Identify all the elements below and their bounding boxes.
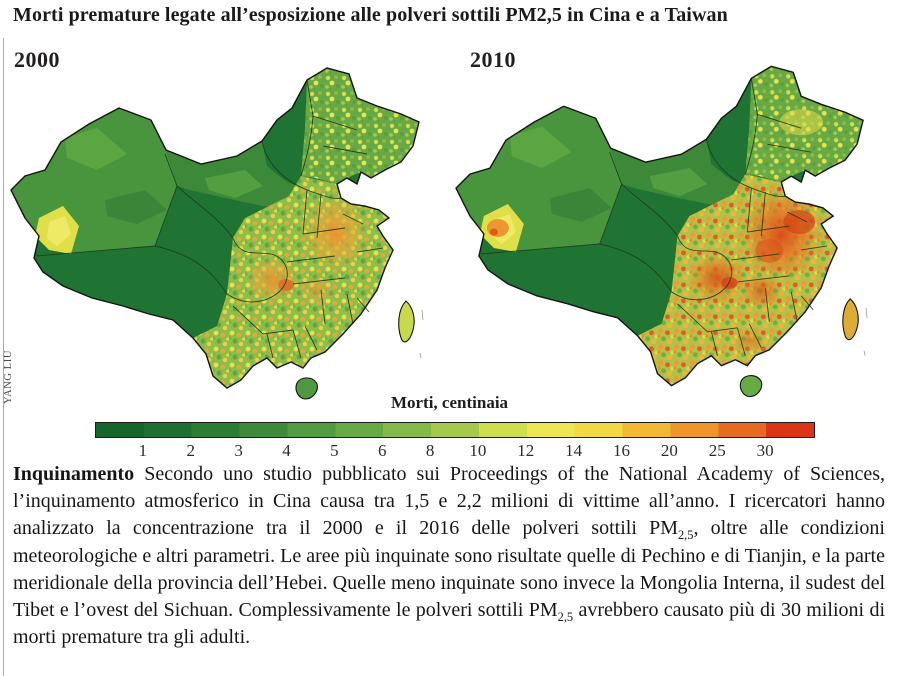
map-2010	[450, 54, 899, 408]
legend-color-bar	[95, 422, 815, 438]
legend-tick: 20	[660, 441, 678, 460]
small-islands-marks	[863, 307, 868, 356]
china-map-2010-svg	[455, 65, 868, 398]
legend-tick-labels: 1 2 3 4 5 6 8 10 12 14 16 20 25 30	[95, 441, 813, 463]
legend-tick: 14	[565, 441, 583, 460]
legend-tick: 10	[469, 441, 487, 460]
legend-tick: 16	[613, 441, 631, 460]
legend-tick: 8	[425, 441, 435, 460]
legend-tick: 3	[234, 441, 243, 460]
choropleth-overlays-2010	[455, 66, 864, 386]
legend-tick: 6	[377, 441, 387, 460]
legend-tick: 4	[282, 441, 291, 460]
legend-tick: 5	[330, 441, 339, 460]
map-2000	[4, 58, 456, 408]
left-border-rule	[3, 38, 4, 676]
legend-tick: 1	[138, 441, 148, 460]
china-map-2000-svg	[10, 67, 424, 400]
legend-tick: 25	[708, 441, 726, 460]
small-islands-marks	[419, 309, 424, 359]
caption-lead: Inquinamento	[13, 463, 135, 485]
year-label-2000: 2000	[14, 47, 60, 72]
legend-tick: 30	[756, 441, 774, 460]
year-label-2010: 2010	[470, 47, 516, 72]
page-title: Morti premature legate all’esposizione a…	[13, 4, 728, 26]
legend-tick: 12	[517, 441, 535, 460]
caption-text: Inquinamento Secondo uno studio pubblica…	[13, 461, 885, 651]
legend-tick: 2	[186, 441, 195, 460]
caption-body: Secondo uno studio pubblicato sui Procee…	[13, 463, 886, 649]
taiwan-island	[842, 298, 859, 341]
legend-title: Morti, centinaia	[390, 393, 509, 412]
taiwan-island	[398, 300, 415, 343]
